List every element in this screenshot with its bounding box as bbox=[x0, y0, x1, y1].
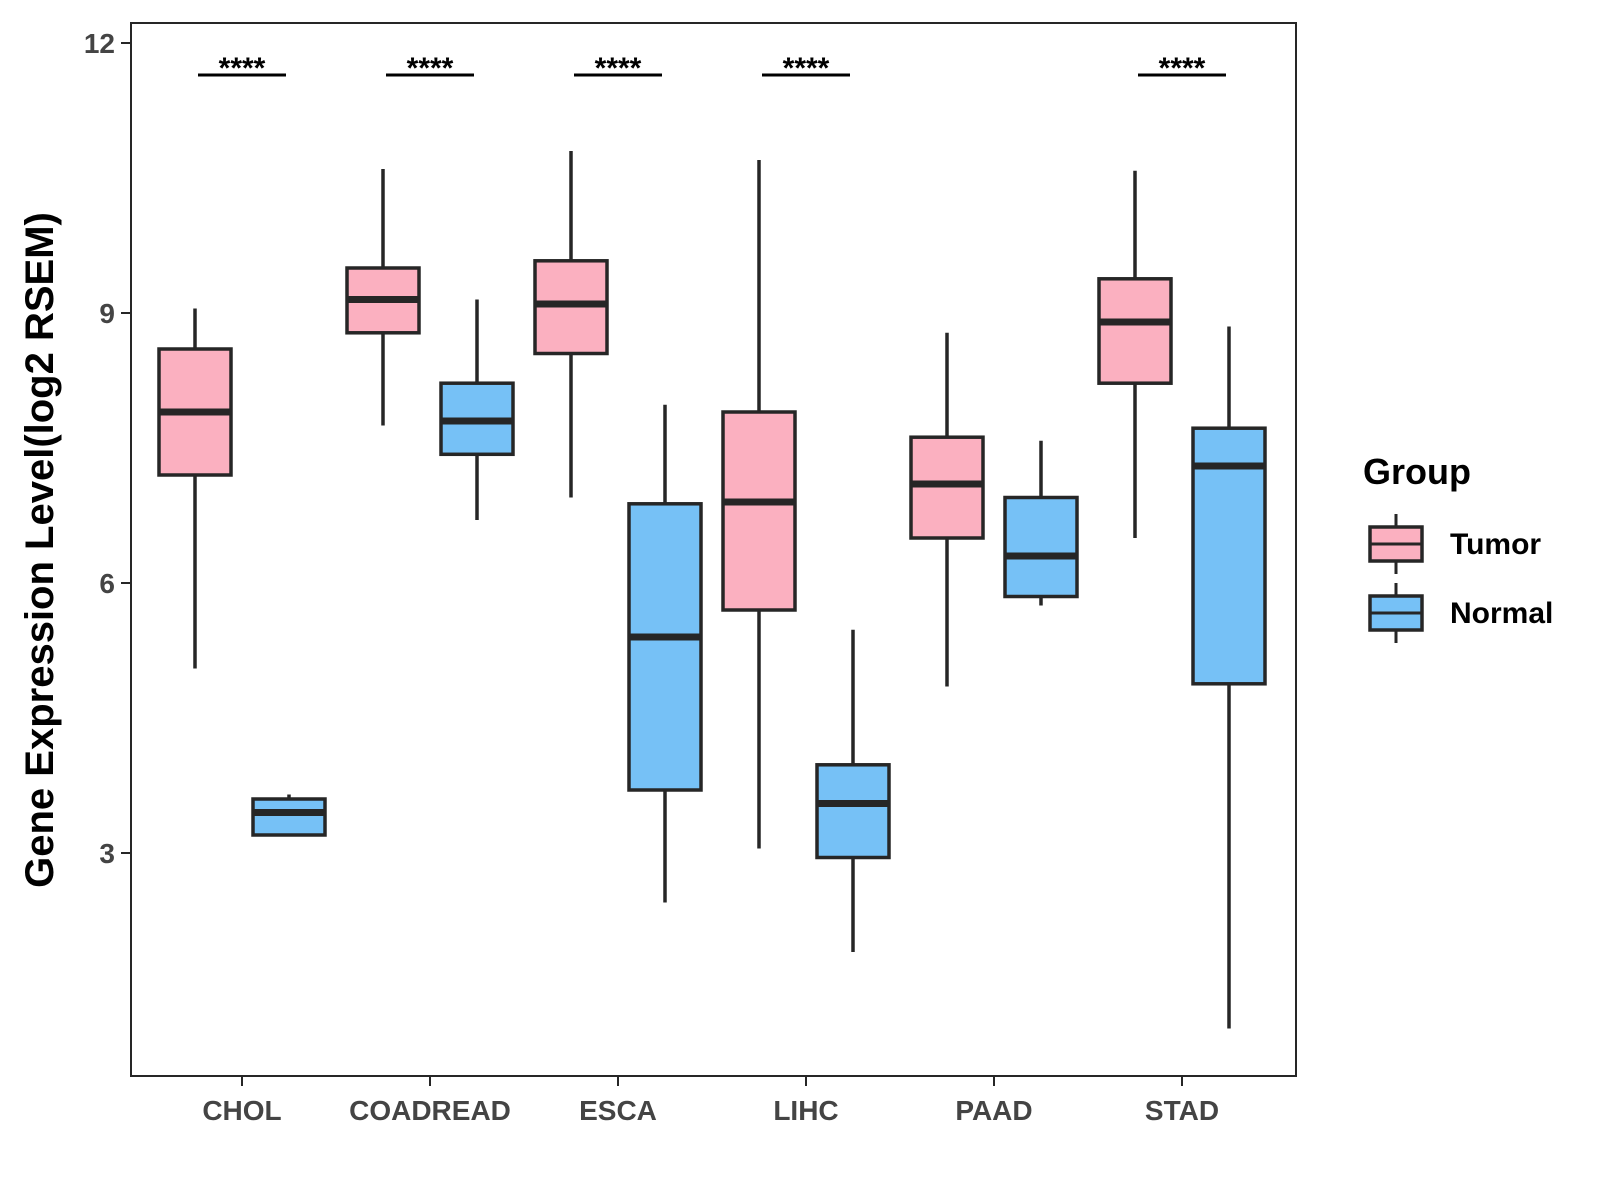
y-tick-label: 9 bbox=[99, 298, 115, 329]
box-tumor-stad bbox=[1097, 170, 1173, 538]
box-iqr bbox=[909, 435, 985, 540]
y-tick-label: 3 bbox=[99, 838, 115, 869]
legend-label: Normal bbox=[1450, 597, 1553, 630]
significance-label: **** bbox=[219, 52, 266, 85]
significance-label: **** bbox=[1159, 52, 1206, 85]
box-tumor-lihc bbox=[721, 160, 797, 849]
box-tumor-esca bbox=[533, 151, 609, 498]
box-normal-lihc bbox=[815, 629, 891, 952]
box-tumor-chol bbox=[157, 308, 233, 669]
boxes-layer bbox=[157, 151, 1267, 1029]
y-tick-label: 6 bbox=[99, 568, 115, 599]
box-normal-stad bbox=[1191, 326, 1267, 1029]
x-tick-label: CHOL bbox=[202, 1095, 281, 1126]
y-axis: 3 6 9 12 bbox=[84, 28, 131, 869]
legend-item-tumor: Tumor bbox=[1368, 514, 1541, 574]
x-tick-label: LIHC bbox=[773, 1095, 838, 1126]
box-normal-esca bbox=[627, 404, 703, 903]
significance-label: **** bbox=[595, 52, 642, 85]
box-tumor-coadread bbox=[345, 169, 421, 426]
box-normal-paad bbox=[1003, 440, 1079, 606]
box-normal-coadread bbox=[439, 299, 515, 520]
box-iqr bbox=[1191, 426, 1267, 686]
box-iqr bbox=[721, 410, 797, 612]
x-tick-label: STAD bbox=[1145, 1095, 1219, 1126]
box-iqr bbox=[1097, 277, 1173, 385]
box-iqr bbox=[1003, 495, 1079, 599]
significance-label: **** bbox=[407, 52, 454, 85]
significance-layer: **** **** **** **** **** bbox=[198, 52, 1226, 85]
box-tumor-paad bbox=[909, 332, 985, 687]
legend: Group Tumor Normal bbox=[1363, 451, 1553, 643]
legend-title: Group bbox=[1363, 451, 1471, 492]
plot-panel bbox=[130, 22, 1297, 1077]
legend-label: Tumor bbox=[1450, 528, 1541, 561]
box-normal-chol bbox=[251, 794, 327, 837]
x-tick-label: COADREAD bbox=[349, 1095, 511, 1126]
box-iqr bbox=[815, 763, 891, 860]
y-axis-title: Gene Expression Level(log2 RSEM) bbox=[18, 212, 62, 888]
x-tick-label: PAAD bbox=[955, 1095, 1032, 1126]
legend-entries: Tumor Normal bbox=[1368, 514, 1553, 643]
x-axis: CHOL COADREAD ESCA LIHC PAAD STAD bbox=[202, 1076, 1219, 1126]
y-tick-label: 12 bbox=[84, 28, 115, 59]
significance-label: **** bbox=[783, 52, 830, 85]
box-iqr bbox=[251, 797, 327, 837]
legend-item-normal: Normal bbox=[1368, 583, 1553, 643]
x-tick-label: ESCA bbox=[579, 1095, 657, 1126]
box-iqr bbox=[627, 502, 703, 792]
